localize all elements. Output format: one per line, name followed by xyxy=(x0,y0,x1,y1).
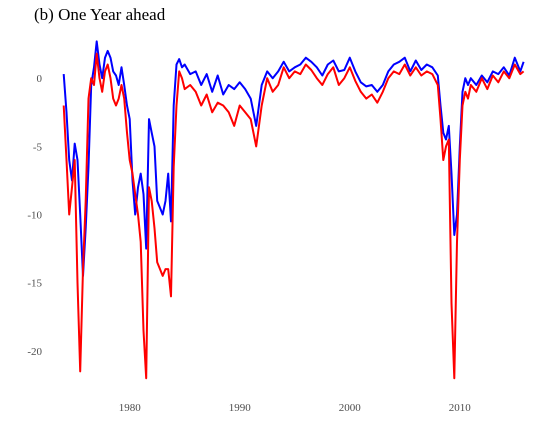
series-layer xyxy=(62,40,525,380)
y-axis: 0 -5 -10 -15 -20 xyxy=(27,73,42,358)
y-tick-label: -15 xyxy=(27,278,42,290)
x-tick-label: 2000 xyxy=(339,402,362,414)
series-line-1 xyxy=(62,40,525,277)
y-tick-label: -10 xyxy=(27,210,42,222)
x-tick-label: 1990 xyxy=(229,402,252,414)
y-tick-label: -5 xyxy=(33,141,43,153)
chart-title: (b) One Year ahead xyxy=(34,5,166,24)
x-tick-label: 1980 xyxy=(119,402,142,414)
y-tick-label: 0 xyxy=(37,73,43,85)
series-line-2 xyxy=(62,52,525,380)
x-tick-label: 2010 xyxy=(449,402,472,414)
x-axis: 1980 1990 2000 2010 xyxy=(119,402,472,414)
y-tick-label: -20 xyxy=(27,346,42,358)
